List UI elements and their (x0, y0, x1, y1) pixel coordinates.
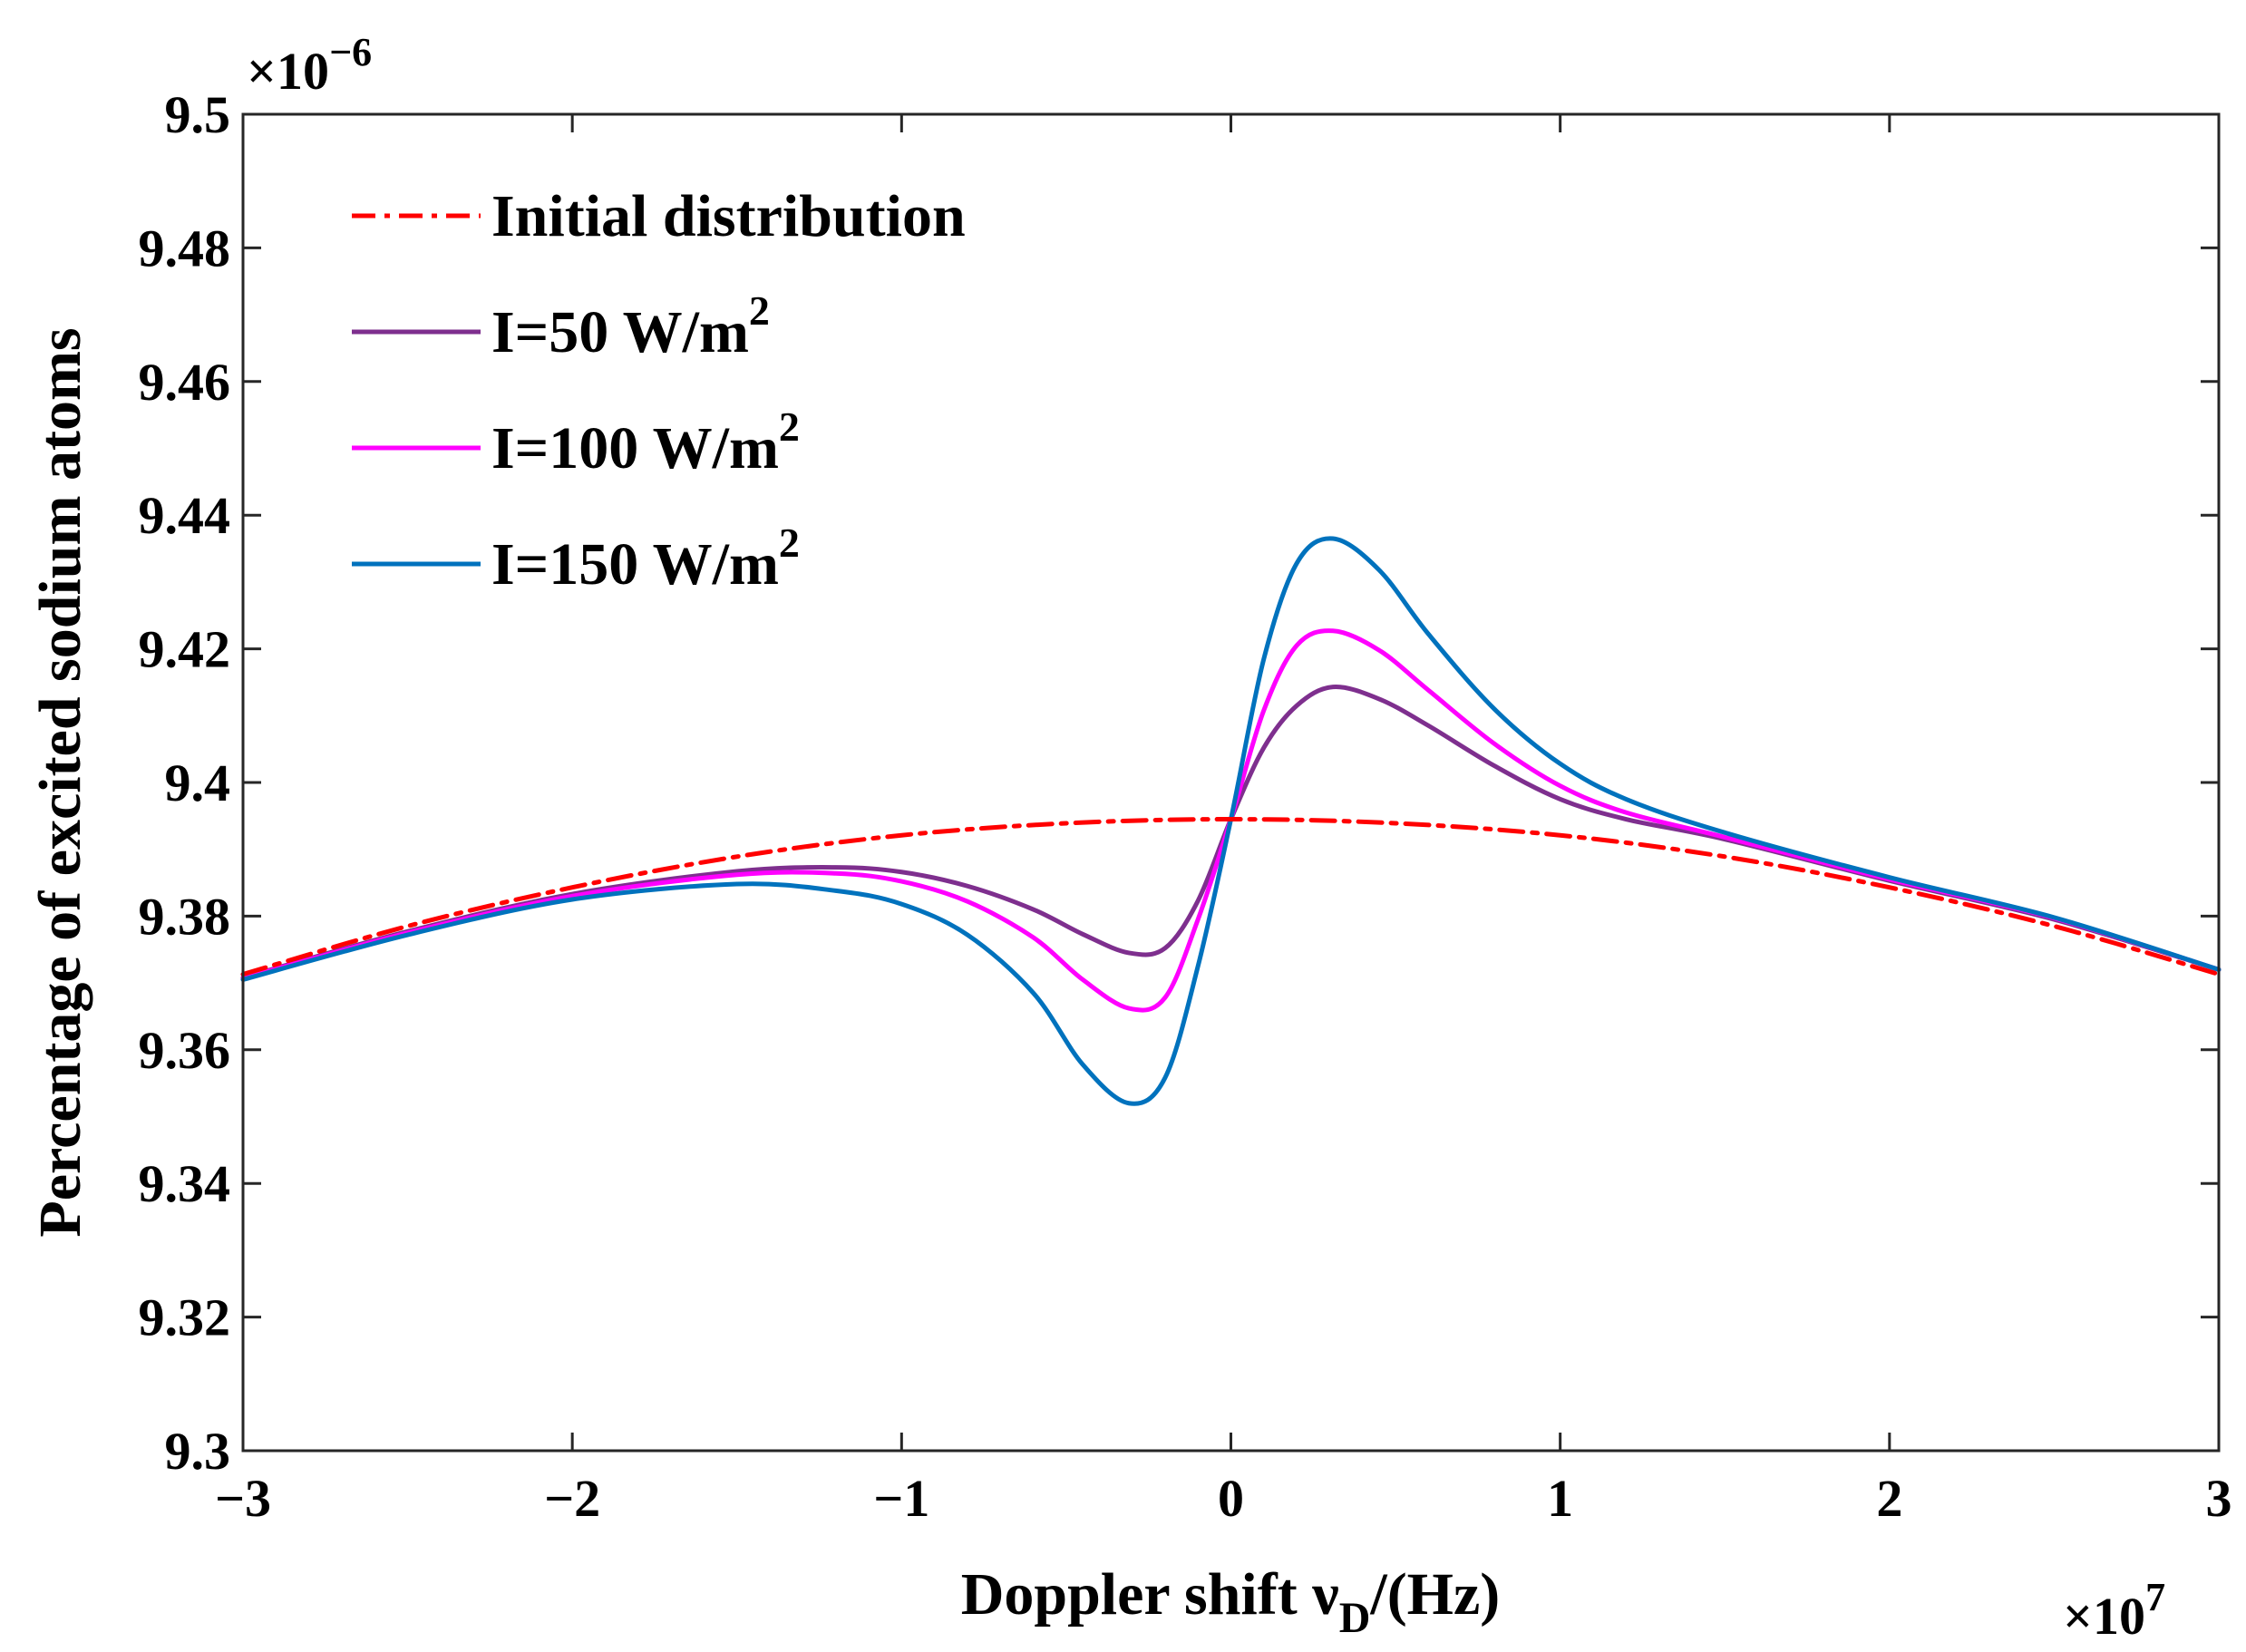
y-tick-label-6: 9.42 (139, 620, 231, 679)
x-axis-label-main: Doppler shift ν (961, 1561, 1339, 1628)
legend-label-3: I=150 W/m2 (491, 520, 800, 598)
legend-label-1: I=50 W/m2 (491, 287, 770, 365)
y-multiplier-base: ×10 (247, 42, 329, 101)
y-tick-labels: 9.3 9.32 9.34 9.36 9.38 9.4 9.42 9.44 9.46 9.48 9.… (139, 85, 231, 1481)
y-tick-label-8: 9.46 (139, 353, 231, 412)
y-tick-label-5: 9.4 (165, 753, 231, 812)
x-tick-label-1: −2 (544, 1469, 600, 1528)
x-axis-label-subscript: D (1339, 1594, 1371, 1642)
x-tick-label-6: 3 (2206, 1469, 2232, 1528)
y-tick-label-7: 9.44 (139, 486, 231, 545)
y-tick-label-3: 9.36 (139, 1021, 231, 1080)
y-tick-label-1: 9.32 (139, 1288, 231, 1347)
legend: Initial distribution I=50 W/m2 I=100 W/m2 I… (352, 183, 966, 598)
ticks-layer (241, 112, 2221, 1453)
y-axis-label: Percentage of excited sodium atoms (27, 327, 93, 1237)
y-multiplier-exponent: −6 (329, 30, 372, 74)
y-tick-label-10: 9.5 (165, 85, 231, 144)
y-tick-label-9: 9.48 (139, 219, 231, 277)
series-line-0 (240, 817, 2222, 977)
x-multiplier: ×107 (2063, 1575, 2165, 1646)
series-line-3 (240, 536, 2222, 1106)
y-tick-label-4: 9.38 (139, 887, 231, 946)
x-multiplier-base: ×10 (2063, 1587, 2145, 1646)
x-tick-label-4: 1 (1547, 1469, 1573, 1528)
legend-label-0: Initial distribution (491, 183, 966, 249)
y-tick-label-0: 9.3 (165, 1422, 231, 1481)
x-multiplier-exponent: 7 (2145, 1575, 2165, 1619)
x-tick-label-2: −1 (873, 1469, 929, 1528)
x-axis-label-tail: /(Hz) (1369, 1561, 1500, 1628)
y-tick-label-2: 9.34 (139, 1154, 231, 1213)
x-tick-label-5: 2 (1876, 1469, 1902, 1528)
x-tick-label-3: 0 (1218, 1469, 1244, 1528)
series-layer (240, 536, 2222, 1106)
y-multiplier: ×10−6 (247, 30, 372, 101)
x-axis-label: Doppler shift νD/(Hz) (961, 1561, 1501, 1642)
legend-label-2: I=100 W/m2 (491, 403, 800, 481)
x-tick-labels: −3 −2 −1 0 1 2 3 (215, 1469, 2232, 1528)
x-tick-label-0: −3 (215, 1469, 271, 1528)
